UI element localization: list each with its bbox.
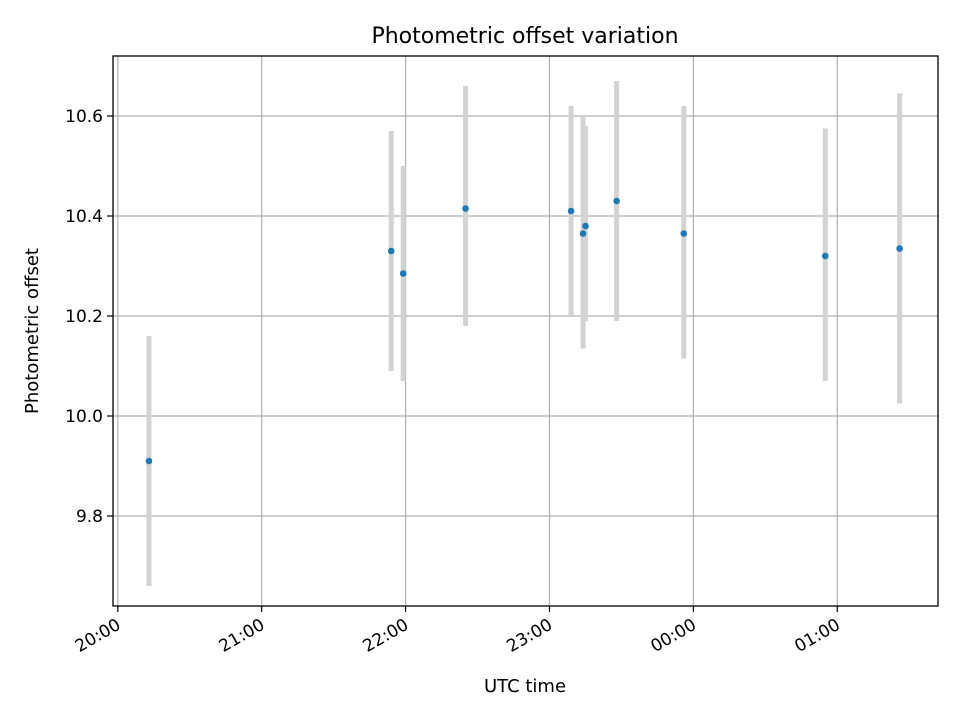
chart-title: Photometric offset variation <box>371 24 678 49</box>
data-point <box>582 222 589 230</box>
y-tick-label: 10.6 <box>65 107 103 127</box>
x-axis-ticks: 20:00 21:00 22:00 23:00 00:00 01:00 <box>72 606 844 657</box>
x-tick-label: 22:00 <box>360 615 412 657</box>
data-point <box>821 252 829 260</box>
x-tick-label: 00:00 <box>647 615 699 657</box>
x-tick-label: 01:00 <box>791 615 843 657</box>
grid-lines <box>113 56 938 606</box>
x-tick-label: 23:00 <box>504 615 556 657</box>
y-tick-label: 10.0 <box>65 407 103 427</box>
data-point <box>462 205 469 212</box>
data-point <box>145 457 153 465</box>
y-tick-label: 9.8 <box>76 507 103 527</box>
y-axis-ticks: 9.8 10.0 10.2 10.4 10.6 <box>65 107 113 527</box>
y-tick-label: 10.4 <box>65 207 103 227</box>
data-point <box>399 270 407 277</box>
data-point <box>579 230 587 237</box>
y-tick-label: 10.2 <box>65 307 103 327</box>
y-axis-label: Photometric offset <box>22 248 43 414</box>
data-point <box>567 207 575 215</box>
plot-frame <box>112 55 939 607</box>
x-tick-label: 20:00 <box>72 615 124 657</box>
data-point <box>613 197 620 205</box>
x-axis-label: UTC time <box>484 676 566 697</box>
data-point <box>680 230 688 237</box>
x-tick-label: 21:00 <box>216 615 268 657</box>
data-point <box>387 247 395 255</box>
data-point <box>896 245 903 252</box>
data-points <box>145 197 903 465</box>
